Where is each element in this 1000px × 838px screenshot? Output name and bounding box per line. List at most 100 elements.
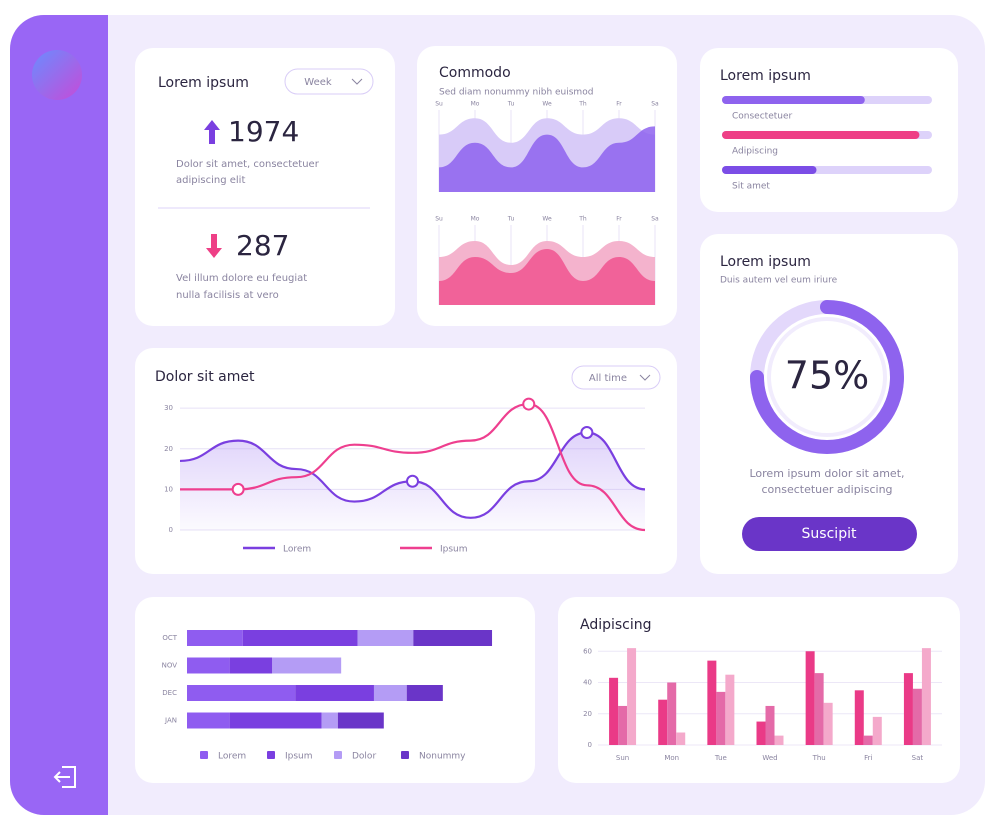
x-tick-label: Sa [651, 216, 659, 223]
card-title: Commodo [439, 65, 511, 81]
progress-label: Sit amet [732, 182, 770, 192]
bar-segment [187, 685, 296, 701]
bar-segment [357, 630, 414, 646]
bar-segment [187, 630, 243, 646]
bar [872, 716, 882, 745]
bar [725, 674, 735, 745]
y-tick-label: 20 [164, 445, 173, 453]
filter-pill[interactable] [284, 68, 374, 95]
progress-bar [722, 96, 865, 104]
legend-label: Lorem [218, 752, 246, 762]
x-tick-label: Mon [664, 754, 679, 762]
legend-swatch [401, 751, 409, 759]
x-tick-label: Sun [616, 754, 629, 762]
x-tick-label: Sat [912, 754, 924, 762]
bar [765, 705, 775, 745]
area [439, 249, 655, 305]
avatar[interactable] [32, 50, 82, 100]
filter-label: Week [304, 77, 332, 88]
bar [676, 732, 686, 745]
stat-text: Dolor sit amet, consectetuer [176, 159, 320, 170]
x-tick-label: Tu [507, 101, 515, 108]
stat-text: Vel illum dolore eu feugiat [176, 273, 307, 284]
progress-bar [722, 131, 920, 139]
bar [774, 735, 784, 745]
line [179, 431, 646, 519]
bar [823, 702, 833, 745]
bar-segment [406, 685, 443, 701]
bar [658, 699, 668, 745]
point-marker [406, 474, 419, 488]
card-title: Lorem ipsum [158, 75, 249, 91]
area [439, 126, 655, 192]
bar [609, 677, 619, 745]
bar-segment [337, 712, 384, 729]
y-tick-label: 60 [583, 647, 592, 655]
legend-label: Ipsum [285, 752, 313, 762]
x-tick-label: Su [435, 216, 443, 223]
x-tick-label: We [542, 101, 552, 108]
logout-arrow [53, 771, 70, 783]
legend-swatch [334, 751, 342, 759]
card-subtitle: Sed diam nonummy nibh euismod [439, 88, 593, 98]
progress-label: Consectetuer [732, 112, 793, 122]
bar [921, 648, 931, 745]
x-tick-label: We [542, 216, 552, 223]
point-marker [580, 426, 594, 439]
donut-text: consectetuer adipiscing [761, 483, 892, 496]
bar [716, 691, 726, 745]
legend-label: Nonummy [419, 752, 466, 762]
filter-pill[interactable] [571, 365, 661, 390]
y-tick-label: OCT [162, 634, 177, 642]
y-tick-label: NOV [162, 662, 178, 670]
bar [805, 651, 815, 745]
bar-segment [229, 657, 273, 674]
donut-inner [767, 317, 887, 437]
line [179, 402, 646, 532]
y-tick-label: 30 [164, 404, 173, 412]
progress-label: Adipiscing [732, 147, 778, 157]
x-tick-label: Th [578, 101, 587, 108]
bar-segment [187, 657, 230, 674]
bar-segment [321, 712, 338, 729]
bar-segment [229, 712, 322, 729]
down-arrow [206, 234, 222, 258]
y-tick-label: 10 [164, 485, 173, 493]
donut-value: 75% [785, 354, 869, 398]
x-tick-label: Fr [616, 101, 622, 108]
legend-swatch [200, 751, 208, 759]
x-tick-label: Fr [616, 216, 622, 223]
filter-label: All time [589, 373, 627, 384]
x-tick-label: Fri [864, 754, 872, 762]
progress-bar [722, 166, 817, 174]
y-tick-label: 0 [169, 526, 173, 534]
bar [627, 648, 637, 745]
card-title: Lorem ipsum [720, 254, 811, 270]
bar-segment [373, 685, 407, 701]
y-tick-label: JAN [164, 717, 177, 725]
x-tick-label: Wed [762, 754, 777, 762]
chevron [351, 78, 363, 85]
y-tick-label: DEC [162, 689, 177, 697]
y-tick-label: 40 [583, 679, 592, 687]
donut-arc [750, 300, 904, 454]
chevron [639, 374, 651, 381]
x-tick-label: Tue [714, 754, 727, 762]
bar [912, 688, 922, 745]
logout-icon[interactable] [53, 766, 76, 788]
legend-label: Dolor [352, 752, 376, 762]
stat-text: nulla facilisis at vero [176, 290, 279, 301]
button[interactable] [742, 517, 917, 551]
logout-door [62, 766, 76, 788]
stat-value: 1974 [228, 115, 299, 148]
card-title: Dolor sit amet [155, 369, 255, 385]
bar [854, 690, 864, 745]
stat-text: adipiscing elit [176, 175, 245, 186]
bar [863, 735, 873, 745]
up-arrow [204, 120, 220, 144]
x-tick-label: Mo [471, 216, 480, 223]
bar [707, 660, 717, 745]
